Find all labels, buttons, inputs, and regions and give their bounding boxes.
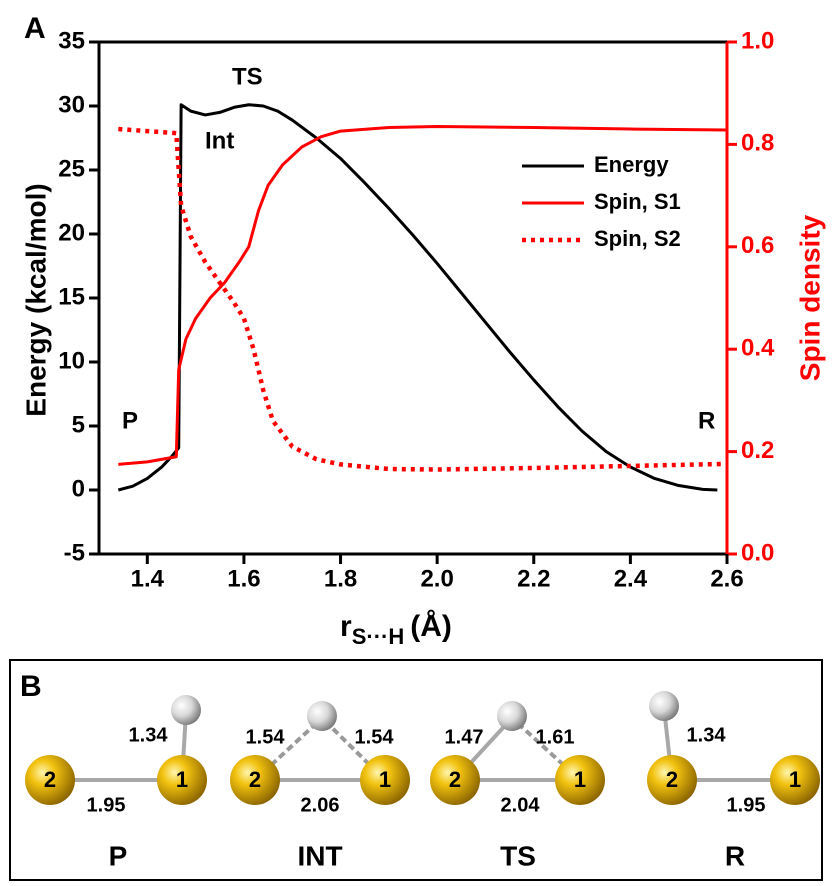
y2-tick-label: 0.4 bbox=[741, 335, 775, 362]
atom-label: 1 bbox=[379, 767, 391, 792]
atom-label: 1 bbox=[789, 767, 801, 792]
x-tick-label: 2.6 bbox=[710, 565, 743, 592]
x-axis-label: rS···H(Å) bbox=[340, 610, 452, 649]
legend-label: Spin, S2 bbox=[594, 226, 681, 251]
atom-label: 1 bbox=[176, 767, 188, 792]
y-tick-label: 20 bbox=[58, 219, 85, 246]
x-tick-label: 2.2 bbox=[517, 565, 550, 592]
structure-p: 2 1 1.34 1.95 P bbox=[25, 695, 207, 871]
bond-length: 2.04 bbox=[501, 794, 541, 816]
structure-name: INT bbox=[297, 840, 342, 871]
x-label-unit: (Å) bbox=[410, 610, 452, 643]
bond-length: 1.54 bbox=[355, 726, 395, 748]
figure: A Energy (kcal/mol) Spin density rS···H(… bbox=[0, 0, 834, 886]
bond-length: 1.34 bbox=[687, 724, 727, 746]
legend-label: Spin, S1 bbox=[594, 189, 681, 214]
y-tick-label: 5 bbox=[72, 411, 85, 438]
annotation: R bbox=[698, 407, 715, 434]
y-tick-label: 15 bbox=[58, 283, 85, 310]
structure-r: 2 1 1.34 1.95 R bbox=[647, 691, 820, 871]
x-tick-label: 1.4 bbox=[131, 565, 165, 592]
bond-length: 1.54 bbox=[246, 726, 286, 748]
y-tick-label: -5 bbox=[64, 539, 85, 566]
atom-label: 2 bbox=[666, 767, 678, 792]
y2-tick-label: 0.8 bbox=[741, 130, 774, 157]
annotation: Int bbox=[205, 127, 234, 154]
bond-length: 1.47 bbox=[445, 726, 484, 748]
panel-label: A bbox=[24, 12, 46, 45]
hydrogen-atom bbox=[649, 691, 679, 721]
series-line bbox=[118, 126, 727, 464]
bond-length: 1.95 bbox=[727, 794, 766, 816]
hydrogen-atom bbox=[497, 701, 527, 731]
structure-name: R bbox=[725, 840, 745, 871]
bond-length: 1.61 bbox=[536, 726, 575, 748]
x-tick-label: 2.4 bbox=[614, 565, 648, 592]
y2-tick-label: 0.6 bbox=[741, 232, 774, 259]
y-tick-label: 25 bbox=[58, 155, 85, 182]
structure-ts: 2 1 1.47 1.61 2.04 TS bbox=[430, 701, 605, 871]
bond-length: 1.34 bbox=[129, 724, 169, 746]
y-tick-label: 30 bbox=[58, 91, 85, 118]
x-tick-label: 1.8 bbox=[324, 565, 357, 592]
bond-length: 2.06 bbox=[301, 794, 340, 816]
atom-label: 2 bbox=[44, 767, 56, 792]
page: A Energy (kcal/mol) Spin density rS···H(… bbox=[0, 0, 834, 886]
atom-label: 2 bbox=[249, 767, 261, 792]
y-axis-label: Energy (kcal/mol) bbox=[20, 183, 51, 416]
atom-label: 1 bbox=[574, 767, 586, 792]
panel-frame bbox=[10, 660, 822, 880]
y2-axis-label: Spin density bbox=[794, 214, 825, 381]
hydrogen-atom bbox=[171, 695, 201, 725]
y-tick-label: 0 bbox=[72, 475, 85, 502]
y-tick-label: 35 bbox=[58, 27, 85, 54]
panel-label: B bbox=[20, 670, 42, 703]
y2-tick-label: 1.0 bbox=[741, 27, 774, 54]
hydrogen-atom bbox=[307, 701, 337, 731]
annotation: TS bbox=[232, 63, 263, 90]
x-tick-label: 1.6 bbox=[227, 565, 260, 592]
y-tick-label: 10 bbox=[58, 347, 85, 374]
structure-name: P bbox=[109, 840, 128, 871]
legend-label: Energy bbox=[594, 152, 669, 177]
atom-label: 2 bbox=[449, 767, 461, 792]
structure-name: TS bbox=[500, 840, 536, 871]
y2-tick-label: 0.0 bbox=[741, 539, 774, 566]
bond-length: 1.95 bbox=[87, 794, 126, 816]
y2-tick-label: 0.2 bbox=[741, 437, 774, 464]
annotation: P bbox=[122, 407, 138, 434]
structure-int: 2 1 1.54 1.54 2.06 INT bbox=[230, 701, 410, 871]
x-label-subscript: S···H bbox=[352, 624, 405, 649]
x-label-main: r bbox=[340, 610, 352, 643]
x-tick-label: 2.0 bbox=[420, 565, 453, 592]
